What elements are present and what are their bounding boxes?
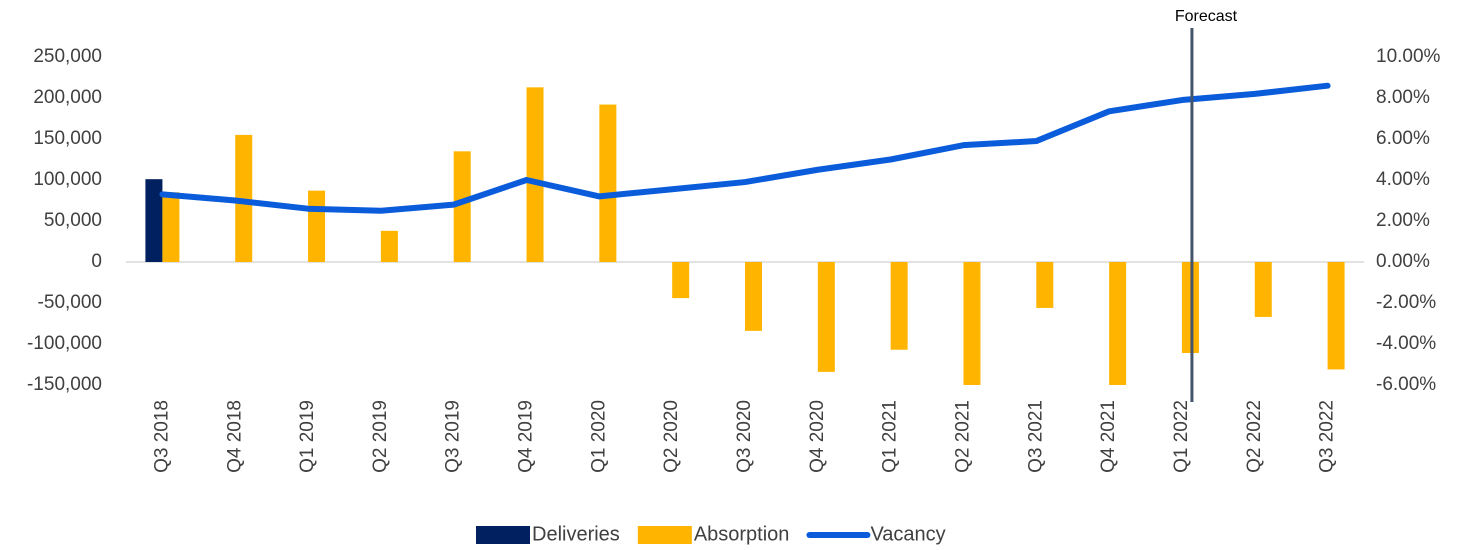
- x-tick-label: Q3 2020: [734, 400, 755, 473]
- bar: [453, 151, 471, 262]
- x-tick-label: Q2 2019: [370, 400, 391, 473]
- x-tick-label: Q4 2020: [807, 400, 828, 473]
- annotation: Forecast: [1175, 8, 1238, 25]
- x-tick-label: Q1 2022: [1171, 400, 1192, 473]
- bar: [890, 262, 908, 350]
- y2-tick-label: -2.00%: [1376, 292, 1436, 313]
- x-tick-label: Q3 2018: [151, 400, 172, 473]
- bar: [1109, 262, 1127, 385]
- bar: [1254, 262, 1272, 317]
- y2-tick-label: 0.00%: [1376, 251, 1430, 272]
- x-tick-label: Q4 2019: [516, 400, 537, 473]
- line: [159, 82, 1331, 214]
- x-tick-label: Q2 2020: [661, 400, 682, 473]
- bar: [162, 192, 180, 262]
- bar: [817, 262, 835, 372]
- y2-tick-label: -6.00%: [1376, 374, 1436, 395]
- legend: Deliveries Absorption Vacancy: [476, 523, 946, 545]
- y-tick-label: 100,000: [33, 169, 102, 190]
- x-tick-label: Q3 2021: [1025, 400, 1046, 473]
- legend-swatch: [637, 526, 692, 544]
- y2-tick-label: 8.00%: [1376, 87, 1430, 108]
- y-tick-label: 250,000: [33, 46, 102, 67]
- y2-tick-label: 6.00%: [1376, 128, 1430, 149]
- y-tick-label: 50,000: [44, 210, 102, 231]
- y2-tick-label: 4.00%: [1376, 169, 1430, 190]
- legend-label: Deliveries: [532, 523, 620, 545]
- legend-label: Vacancy: [870, 523, 945, 545]
- x-tick-label: Q1 2019: [297, 400, 318, 473]
- y-tick-label: -100,000: [27, 333, 102, 354]
- y2-tick-label: 2.00%: [1376, 210, 1430, 231]
- x-tick-label: Q3 2019: [443, 400, 464, 473]
- y-tick-label: -50,000: [38, 292, 102, 313]
- bar: [380, 230, 398, 262]
- y2-tick-label: 10.00%: [1376, 46, 1441, 67]
- y-tick-label: 150,000: [33, 128, 102, 149]
- x-tick-label: Q1 2021: [880, 400, 901, 473]
- y2-tick-label: -4.00%: [1376, 333, 1436, 354]
- x-tick-label: Q2 2022: [1244, 400, 1265, 473]
- bar: [745, 262, 762, 331]
- x-tick-label: Q2 2021: [952, 400, 973, 473]
- bar: [526, 87, 544, 262]
- bar: [672, 262, 690, 299]
- y-tick-label: 200,000: [33, 87, 102, 108]
- x-tick-label: Q1 2020: [588, 400, 609, 473]
- legend-swatch: [476, 526, 530, 544]
- bar: [308, 190, 326, 262]
- x-tick-label: Q4 2021: [1098, 400, 1119, 473]
- y-tick-label: -150,000: [27, 374, 102, 395]
- bar: [145, 179, 163, 262]
- legend-label: Absorption: [694, 523, 790, 545]
- bar: [1036, 262, 1054, 308]
- bar: [1327, 262, 1345, 370]
- x-tick-label: Q3 2022: [1317, 400, 1338, 473]
- y-tick-label: 0: [91, 251, 102, 272]
- x-tick-label: Q4 2018: [224, 400, 245, 473]
- bar: [963, 262, 981, 385]
- bar: [599, 104, 617, 262]
